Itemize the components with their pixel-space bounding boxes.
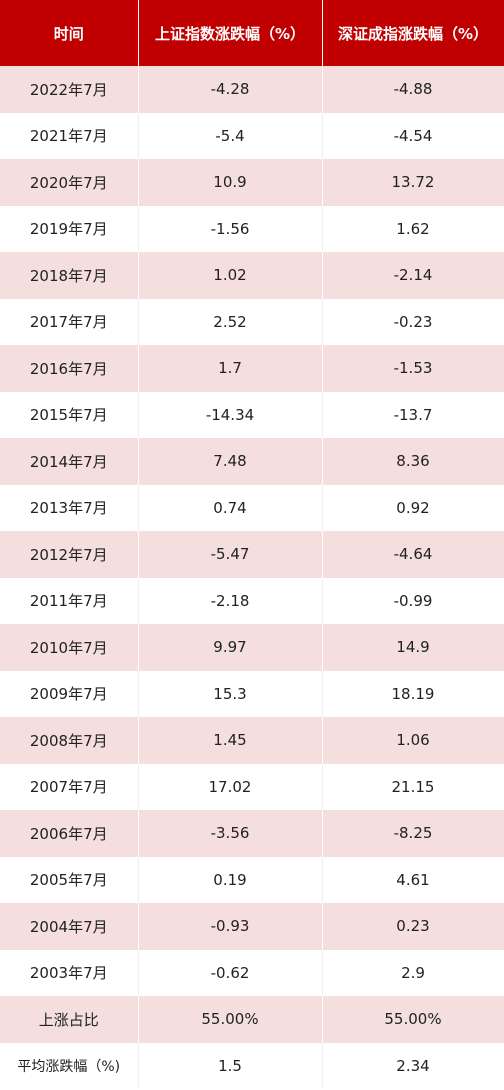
cell-value: 8.36	[322, 438, 504, 485]
table-row: 2018年7月 1.02 -2.14	[0, 252, 504, 299]
table-row: 2005年7月 0.19 4.61	[0, 856, 504, 903]
cell-value: -8.25	[322, 810, 504, 857]
cell-value: 4.61	[322, 856, 504, 903]
table-row: 2007年7月 17.02 21.15	[0, 763, 504, 810]
cell-value: -2.18	[138, 577, 323, 624]
cell-value: 1.5	[138, 1042, 323, 1089]
cell-value: 0.92	[322, 484, 504, 531]
table-row: 2017年7月 2.52 -0.23	[0, 298, 504, 345]
cell-value: -0.93	[138, 903, 323, 950]
cell-value: -4.54	[322, 112, 504, 159]
cell-value: 1.06	[322, 717, 504, 764]
cell-value: -13.7	[322, 391, 504, 438]
cell-value: -4.28	[138, 66, 323, 113]
row-label: 2015年7月	[0, 391, 139, 438]
row-label: 2020年7月	[0, 159, 139, 206]
row-label: 2010年7月	[0, 624, 139, 671]
column-header: 时间	[0, 0, 139, 66]
row-label: 上涨占比	[0, 996, 139, 1043]
row-label: 2017年7月	[0, 298, 139, 345]
table-row: 2013年7月 0.74 0.92	[0, 484, 504, 531]
table-row: 2020年7月 10.9 13.72	[0, 159, 504, 206]
cell-value: 1.62	[322, 205, 504, 252]
table-row: 2022年7月 -4.28 -4.88	[0, 66, 504, 113]
table-row: 2011年7月 -2.18 -0.99	[0, 577, 504, 624]
row-label: 2003年7月	[0, 949, 139, 996]
cell-value: 10.9	[138, 159, 323, 206]
row-label: 2018年7月	[0, 252, 139, 299]
table-row: 2019年7月 -1.56 1.62	[0, 205, 504, 252]
row-label: 2011年7月	[0, 577, 139, 624]
cell-value: 2.52	[138, 298, 323, 345]
table-row: 2021年7月 -5.4 -4.54	[0, 112, 504, 159]
cell-value: -0.62	[138, 949, 323, 996]
table-row: 2004年7月 -0.93 0.23	[0, 903, 504, 950]
cell-value: 55.00%	[322, 996, 504, 1043]
cell-value: 2.34	[322, 1042, 504, 1089]
table-row: 2003年7月 -0.62 2.9	[0, 949, 504, 996]
cell-value: -1.53	[322, 345, 504, 392]
cell-value: 7.48	[138, 438, 323, 485]
cell-value: -3.56	[138, 810, 323, 857]
cell-value: 15.3	[138, 670, 323, 717]
table-row: 2016年7月 1.7 -1.53	[0, 345, 504, 392]
cell-value: 0.19	[138, 856, 323, 903]
cell-value: 1.7	[138, 345, 323, 392]
cell-value: 55.00%	[138, 996, 323, 1043]
cell-value: -4.88	[322, 66, 504, 113]
cell-value: -0.99	[322, 577, 504, 624]
row-label: 2008年7月	[0, 717, 139, 764]
cell-value: 13.72	[322, 159, 504, 206]
table-row: 2010年7月 9.97 14.9	[0, 624, 504, 671]
cell-value: -1.56	[138, 205, 323, 252]
cell-value: -5.47	[138, 531, 323, 578]
table-row: 2006年7月 -3.56 -8.25	[0, 810, 504, 857]
cell-value: 18.19	[322, 670, 504, 717]
cell-value: -0.23	[322, 298, 504, 345]
row-label: 2013年7月	[0, 484, 139, 531]
cell-value: 21.15	[322, 763, 504, 810]
cell-value: 14.9	[322, 624, 504, 671]
table-row: 上涨占比 55.00% 55.00%	[0, 996, 504, 1043]
cell-value: 1.02	[138, 252, 323, 299]
row-label: 2022年7月	[0, 66, 139, 113]
cell-value: 0.23	[322, 903, 504, 950]
table-row: 2012年7月 -5.47 -4.64	[0, 531, 504, 578]
cell-value: -5.4	[138, 112, 323, 159]
cell-value: 1.45	[138, 717, 323, 764]
row-label: 2016年7月	[0, 345, 139, 392]
row-label: 2004年7月	[0, 903, 139, 950]
cell-value: 0.74	[138, 484, 323, 531]
row-label: 2007年7月	[0, 763, 139, 810]
cell-value: 9.97	[138, 624, 323, 671]
row-label: 2021年7月	[0, 112, 139, 159]
table-row: 2008年7月 1.45 1.06	[0, 717, 504, 764]
row-label: 2005年7月	[0, 856, 139, 903]
cell-value: 17.02	[138, 763, 323, 810]
row-label: 平均涨跌幅（%)	[0, 1042, 139, 1089]
cell-value: -4.64	[322, 531, 504, 578]
row-label: 2019年7月	[0, 205, 139, 252]
cell-value: -2.14	[322, 252, 504, 299]
header-row: 时间 上证指数涨跌幅（%） 深证成指涨跌幅（%）	[0, 0, 504, 66]
column-header: 上证指数涨跌幅（%）	[138, 0, 323, 66]
row-label: 2009年7月	[0, 670, 139, 717]
table-row: 2014年7月 7.48 8.36	[0, 438, 504, 485]
row-label: 2012年7月	[0, 531, 139, 578]
row-label: 2006年7月	[0, 810, 139, 857]
cell-value: 2.9	[322, 949, 504, 996]
column-header: 深证成指涨跌幅（%）	[322, 0, 504, 66]
table-row: 2009年7月 15.3 18.19	[0, 670, 504, 717]
table-row: 平均涨跌幅（%) 1.5 2.34	[0, 1042, 504, 1089]
cell-value: -14.34	[138, 391, 323, 438]
row-label: 2014年7月	[0, 438, 139, 485]
table-row: 2015年7月 -14.34 -13.7	[0, 391, 504, 438]
